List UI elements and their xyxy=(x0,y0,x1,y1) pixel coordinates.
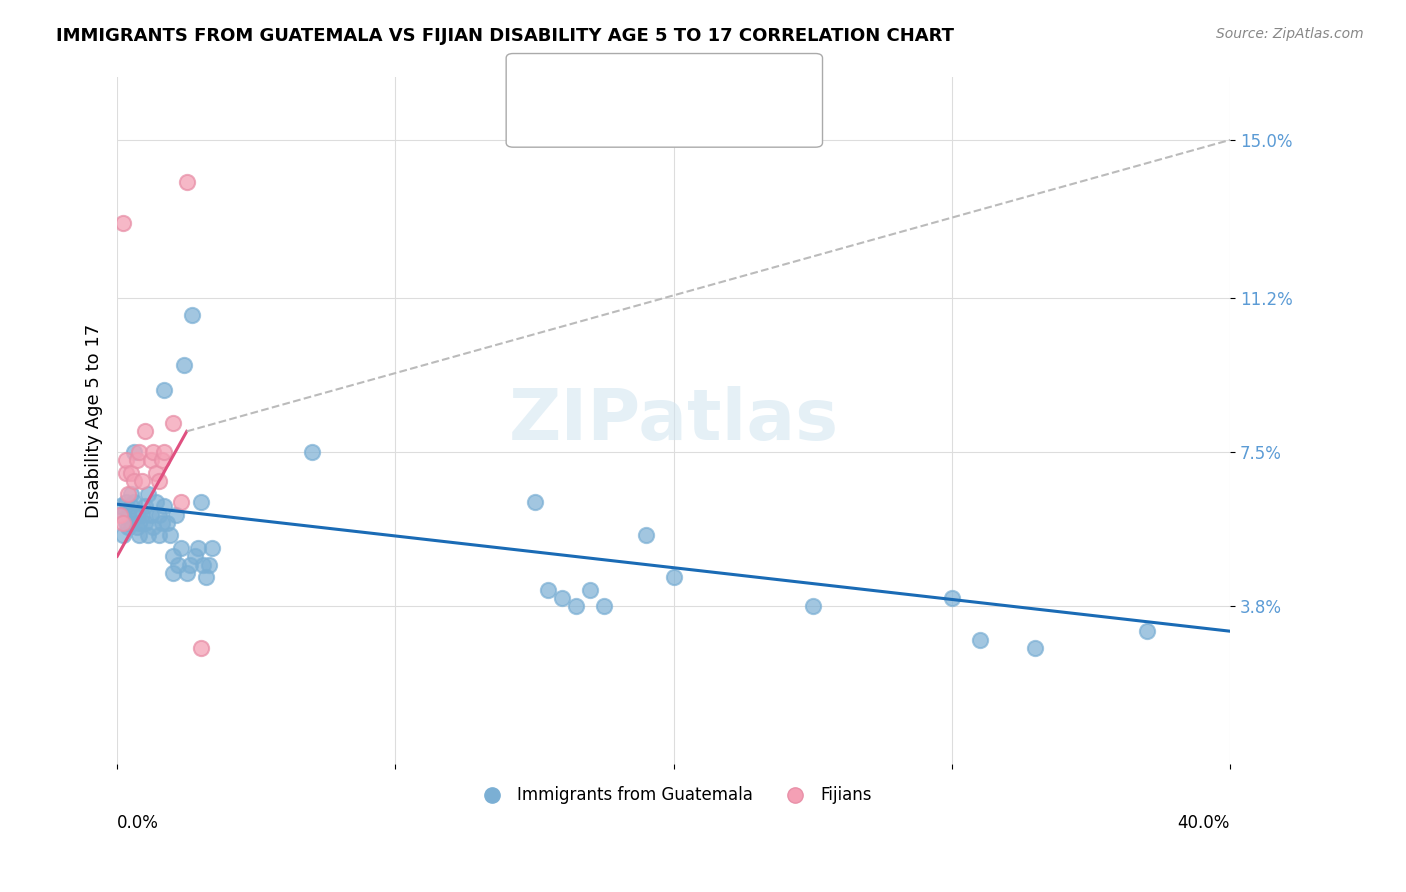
Point xyxy=(162,566,184,580)
Point xyxy=(108,500,131,514)
Text: 0.0%: 0.0% xyxy=(117,814,159,832)
Point xyxy=(131,475,153,489)
Point xyxy=(120,466,142,480)
Point xyxy=(139,508,162,522)
Point xyxy=(136,528,159,542)
Point xyxy=(122,445,145,459)
Point xyxy=(125,453,148,467)
Point xyxy=(131,508,153,522)
Point xyxy=(120,500,142,514)
Point xyxy=(148,475,170,489)
Point xyxy=(139,453,162,467)
Point xyxy=(195,570,218,584)
Point xyxy=(114,466,136,480)
Point xyxy=(941,591,963,605)
Point xyxy=(111,508,134,522)
Point xyxy=(150,453,173,467)
Point xyxy=(150,516,173,530)
Point xyxy=(190,495,212,509)
Point xyxy=(181,308,204,322)
Point xyxy=(134,425,156,439)
Point xyxy=(176,175,198,189)
Point xyxy=(173,358,195,372)
Point xyxy=(165,508,187,522)
Point xyxy=(201,541,224,555)
Text: R = -0.231   N = 61: R = -0.231 N = 61 xyxy=(553,69,716,87)
Y-axis label: Disability Age 5 to 17: Disability Age 5 to 17 xyxy=(86,324,103,518)
Point xyxy=(117,508,139,522)
Point xyxy=(136,487,159,501)
Point xyxy=(148,528,170,542)
Point xyxy=(125,508,148,522)
Point xyxy=(122,495,145,509)
Point xyxy=(198,558,221,572)
Point xyxy=(301,445,323,459)
Point xyxy=(634,528,657,542)
Point xyxy=(190,640,212,655)
Text: IMMIGRANTS FROM GUATEMALA VS FIJIAN DISABILITY AGE 5 TO 17 CORRELATION CHART: IMMIGRANTS FROM GUATEMALA VS FIJIAN DISA… xyxy=(56,27,955,45)
Point xyxy=(551,591,574,605)
Point xyxy=(148,508,170,522)
Point xyxy=(167,558,190,572)
Point xyxy=(579,582,602,597)
Point xyxy=(117,487,139,501)
Point xyxy=(179,558,201,572)
Point xyxy=(145,495,167,509)
Point xyxy=(162,416,184,430)
Point xyxy=(117,520,139,534)
Point xyxy=(111,516,134,530)
Point xyxy=(134,500,156,514)
Point xyxy=(128,528,150,542)
Point xyxy=(170,541,193,555)
Text: ■: ■ xyxy=(527,68,547,87)
Text: ■: ■ xyxy=(527,106,547,126)
Point xyxy=(111,216,134,230)
Text: R =  0.324   N = 22: R = 0.324 N = 22 xyxy=(553,107,716,125)
Text: Source: ZipAtlas.com: Source: ZipAtlas.com xyxy=(1216,27,1364,41)
Point xyxy=(114,495,136,509)
Point xyxy=(111,528,134,542)
Text: 40.0%: 40.0% xyxy=(1178,814,1230,832)
Point xyxy=(114,453,136,467)
Point xyxy=(153,445,176,459)
Point xyxy=(184,549,207,564)
Point xyxy=(662,570,685,584)
Point xyxy=(128,445,150,459)
Point xyxy=(593,599,616,614)
Point xyxy=(142,520,165,534)
Point xyxy=(153,500,176,514)
Point xyxy=(801,599,824,614)
Point xyxy=(125,520,148,534)
Point xyxy=(523,495,546,509)
Point xyxy=(128,516,150,530)
Point xyxy=(122,475,145,489)
Point xyxy=(142,445,165,459)
Point xyxy=(162,549,184,564)
Point xyxy=(120,516,142,530)
Point xyxy=(120,487,142,501)
Point xyxy=(193,558,215,572)
Point xyxy=(114,516,136,530)
Point xyxy=(170,495,193,509)
Legend: Immigrants from Guatemala, Fijians: Immigrants from Guatemala, Fijians xyxy=(470,780,879,811)
Point xyxy=(145,466,167,480)
Point xyxy=(537,582,560,597)
Point xyxy=(969,632,991,647)
Text: ZIPatlas: ZIPatlas xyxy=(509,386,839,456)
Point xyxy=(176,566,198,580)
Point xyxy=(108,508,131,522)
Point xyxy=(1136,624,1159,639)
Point xyxy=(153,383,176,397)
Point xyxy=(187,541,209,555)
Point xyxy=(565,599,588,614)
Point xyxy=(159,528,181,542)
Point xyxy=(156,516,179,530)
Point xyxy=(1024,640,1046,655)
Point xyxy=(134,516,156,530)
